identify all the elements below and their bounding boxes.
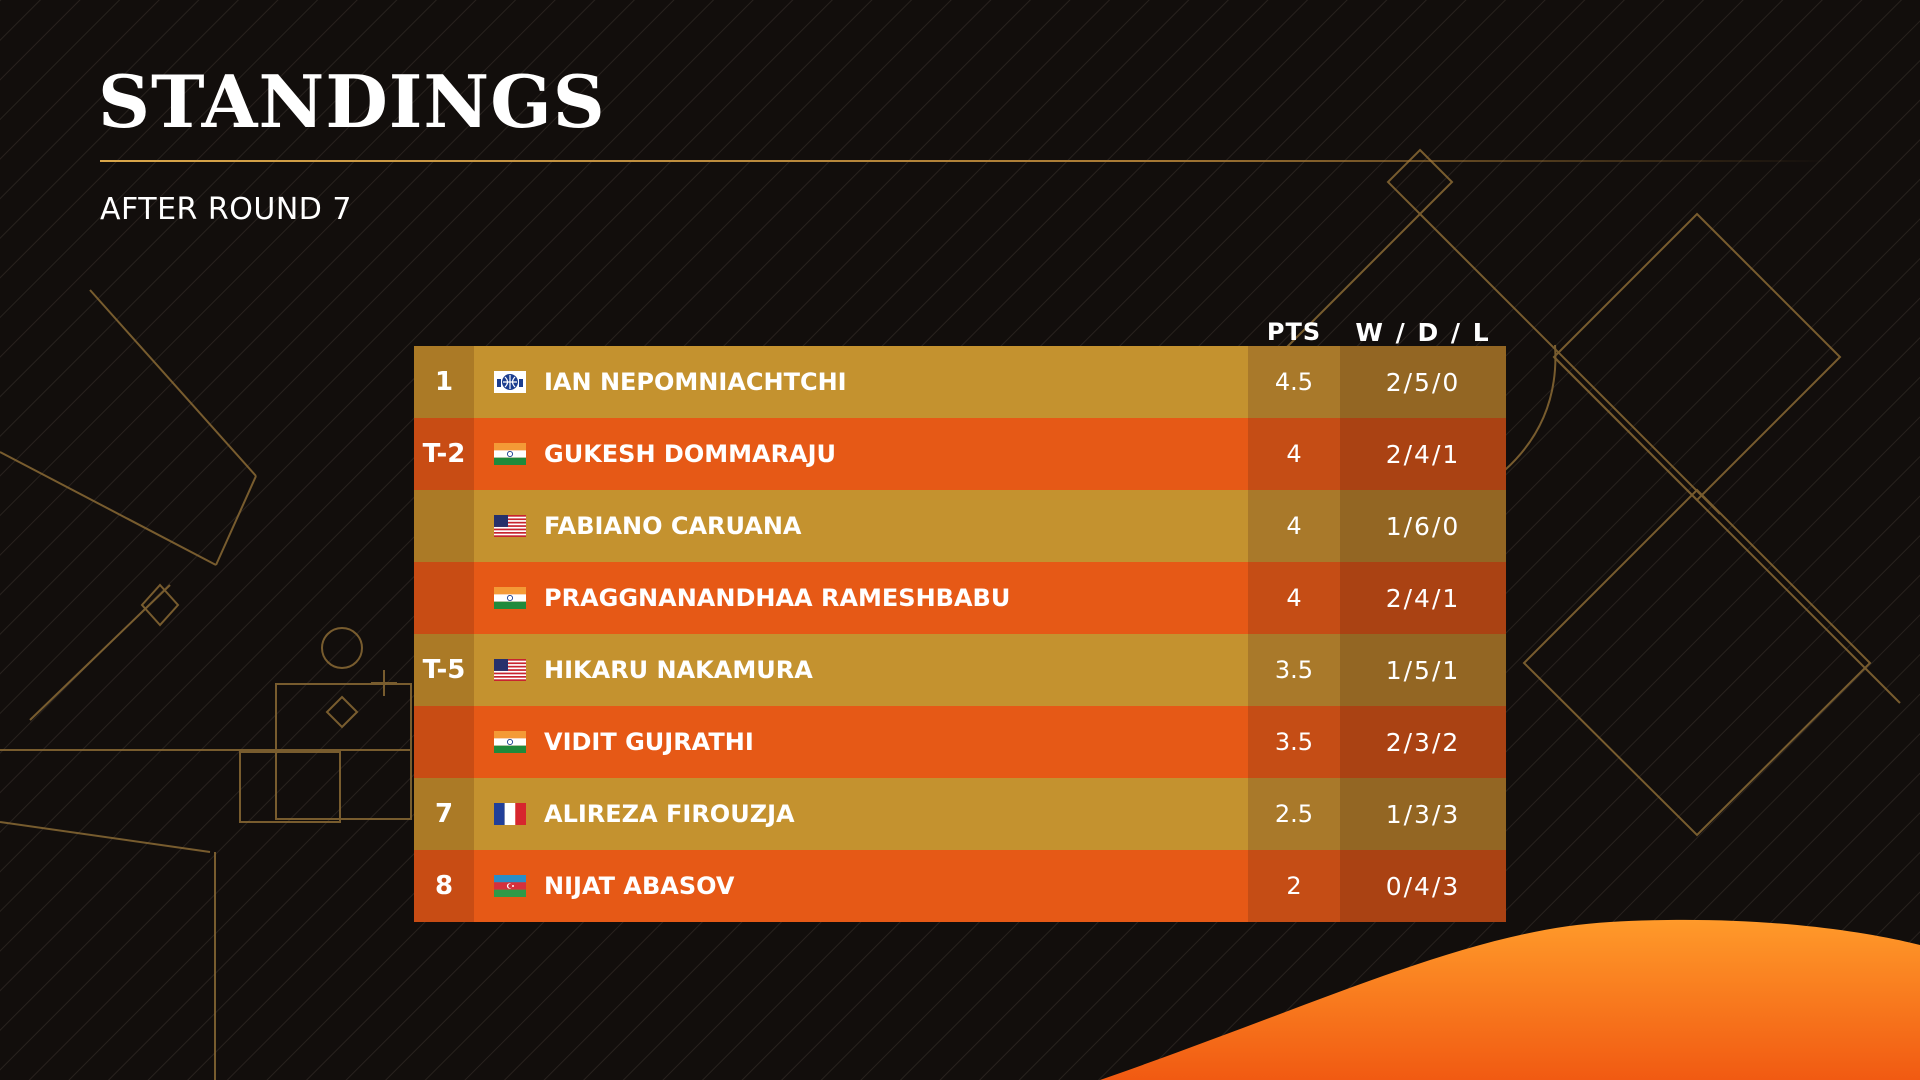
- table-row: T-5 HIKARU NAKAMURA 3.5 1/5/1: [414, 634, 1506, 706]
- wdl-cell: 2/3/2: [1340, 706, 1506, 778]
- rank-cell: [414, 490, 474, 562]
- points-cell: 4.5: [1248, 346, 1340, 418]
- player-name: ALIREZA FIROUZJA: [544, 800, 795, 828]
- wdl-cell: 2/4/1: [1340, 418, 1506, 490]
- india-flag-icon: [494, 587, 526, 609]
- table-row: PRAGGNANANDHAA RAMESHBABU 4 2/4/1: [414, 562, 1506, 634]
- title-divider: [100, 160, 1830, 162]
- pts-column-header: PTS: [1266, 318, 1322, 346]
- points-cell: 4: [1248, 418, 1340, 490]
- wdl-column-header: W / D / L: [1355, 318, 1491, 347]
- rank-cell: 1: [414, 346, 474, 418]
- table-row: 1 IAN NEPOMNIACHTCHI 4.5 2/5/0: [414, 346, 1506, 418]
- table-row: VIDIT GUJRATHI 3.5 2/3/2: [414, 706, 1506, 778]
- player-name: NIJAT ABASOV: [544, 872, 735, 900]
- wdl-cell: 2/4/1: [1340, 562, 1506, 634]
- player-name: GUKESH DOMMARAJU: [544, 440, 837, 468]
- wdl-cell: 2/5/0: [1340, 346, 1506, 418]
- rank-cell: [414, 562, 474, 634]
- player-cell: HIKARU NAKAMURA: [474, 634, 1248, 706]
- table-row: T-2 GUKESH DOMMARAJU 4 2/4/1: [414, 418, 1506, 490]
- india-flag-icon: [494, 443, 526, 465]
- player-cell: ALIREZA FIROUZJA: [474, 778, 1248, 850]
- points-cell: 3.5: [1248, 706, 1340, 778]
- wdl-cell: 1/6/0: [1340, 490, 1506, 562]
- player-name: FABIANO CARUANA: [544, 512, 802, 540]
- rank-cell: 8: [414, 850, 474, 922]
- rank-cell: 7: [414, 778, 474, 850]
- player-name: HIKARU NAKAMURA: [544, 656, 813, 684]
- player-cell: PRAGGNANANDHAA RAMESHBABU: [474, 562, 1248, 634]
- rank-cell: T-2: [414, 418, 474, 490]
- table-row: 7 ALIREZA FIROUZJA 2.5 1/3/3: [414, 778, 1506, 850]
- player-cell: GUKESH DOMMARAJU: [474, 418, 1248, 490]
- page-title: STANDINGS: [98, 59, 606, 144]
- wdl-cell: 1/3/3: [1340, 778, 1506, 850]
- wdl-cell: 0/4/3: [1340, 850, 1506, 922]
- player-cell: FABIANO CARUANA: [474, 490, 1248, 562]
- france-flag-icon: [494, 803, 526, 825]
- player-cell: VIDIT GUJRATHI: [474, 706, 1248, 778]
- player-name: VIDIT GUJRATHI: [544, 728, 754, 756]
- azerbaijan-flag-icon: [494, 875, 526, 897]
- points-cell: 4: [1248, 562, 1340, 634]
- player-cell: NIJAT ABASOV: [474, 850, 1248, 922]
- player-name: IAN NEPOMNIACHTCHI: [544, 368, 847, 396]
- points-cell: 2: [1248, 850, 1340, 922]
- india-flag-icon: [494, 731, 526, 753]
- points-cell: 4: [1248, 490, 1340, 562]
- fide-flag-icon: [494, 371, 526, 393]
- usa-flag-icon: [494, 659, 526, 681]
- rank-cell: T-5: [414, 634, 474, 706]
- wdl-cell: 1/5/1: [1340, 634, 1506, 706]
- player-name: PRAGGNANANDHAA RAMESHBABU: [544, 584, 1011, 612]
- table-row: FABIANO CARUANA 4 1/6/0: [414, 490, 1506, 562]
- usa-flag-icon: [494, 515, 526, 537]
- player-cell: IAN NEPOMNIACHTCHI: [474, 346, 1248, 418]
- points-cell: 3.5: [1248, 634, 1340, 706]
- rank-cell: [414, 706, 474, 778]
- standings-table: 1 IAN NEPOMNIACHTCHI 4.5 2/5/0 T-2 GUKES…: [414, 346, 1506, 922]
- points-cell: 2.5: [1248, 778, 1340, 850]
- round-subtitle: AFTER ROUND 7: [100, 192, 352, 227]
- table-row: 8 NIJAT ABASOV 2 0/4/3: [414, 850, 1506, 922]
